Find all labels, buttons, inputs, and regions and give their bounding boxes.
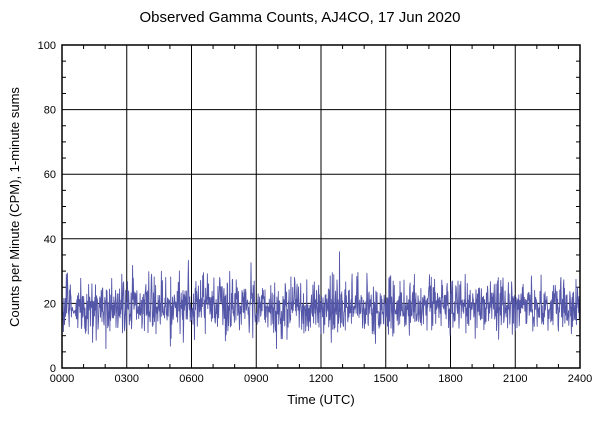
y-tick-labels: 0 20 40 60 80 100 bbox=[38, 40, 56, 375]
y-tick-label: 40 bbox=[44, 234, 56, 246]
y-tick-label: 20 bbox=[44, 298, 56, 310]
x-tick-label: 2400 bbox=[568, 373, 592, 385]
x-tick-label: 0000 bbox=[50, 373, 74, 385]
gamma-counts-trace bbox=[61, 251, 581, 350]
x-tick-label: 0300 bbox=[115, 373, 139, 385]
chart-title: Observed Gamma Counts, AJ4CO, 17 Jun 202… bbox=[140, 9, 461, 26]
y-tick-label: 80 bbox=[44, 105, 56, 117]
x-tick-label: 1500 bbox=[374, 373, 398, 385]
x-tick-label: 0900 bbox=[244, 373, 268, 385]
y-tick-label: 0 bbox=[50, 363, 56, 375]
plot-border bbox=[61, 44, 581, 369]
x-tick-label: 1800 bbox=[438, 373, 462, 385]
x-tick-label: 0600 bbox=[179, 373, 203, 385]
y-tick-label: 60 bbox=[44, 169, 56, 181]
y-axis-label: Counts per Minute (CPM), 1-minute sums bbox=[7, 87, 22, 327]
x-tick-label: 1200 bbox=[309, 373, 333, 385]
x-tick-labels: 0000 0300 0600 0900 1200 1500 1800 2100 2400 bbox=[50, 373, 592, 385]
x-axis-label: Time (UTC) bbox=[287, 392, 354, 407]
series-line bbox=[61, 251, 581, 350]
y-tick-label: 100 bbox=[38, 40, 56, 52]
x-tick-label: 2100 bbox=[503, 373, 527, 385]
